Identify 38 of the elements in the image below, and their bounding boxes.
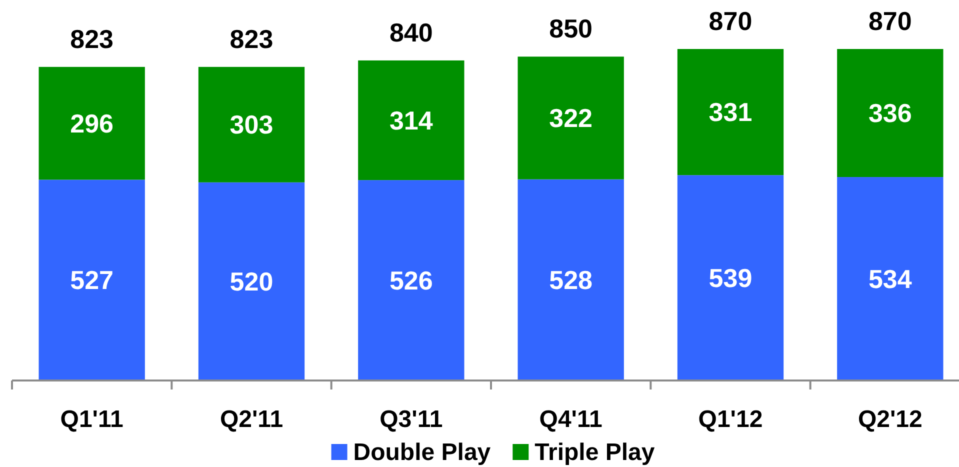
data-label: 322 <box>549 102 593 133</box>
total-label: 870 <box>868 6 912 36</box>
data-label: 296 <box>70 108 114 138</box>
data-label: 534 <box>868 264 912 294</box>
x-tick-label: Q2'12 <box>858 406 922 433</box>
x-tick-label: Q3'11 <box>380 406 443 433</box>
data-label: 526 <box>389 265 433 296</box>
data-label: 527 <box>70 265 114 296</box>
bar <box>358 180 464 380</box>
data-label: 528 <box>549 264 593 295</box>
x-tick-label: Q1'11 <box>60 406 124 433</box>
total-label: 840 <box>389 17 433 48</box>
total-label: 823 <box>70 24 114 54</box>
bar <box>837 177 944 380</box>
x-tick-label: Q1'12 <box>698 406 763 433</box>
x-tick-label: Q2'11 <box>220 406 284 433</box>
bar <box>198 182 305 380</box>
bar <box>358 60 464 180</box>
total-label: 870 <box>708 6 752 36</box>
legend-label: Triple Play <box>534 438 656 466</box>
data-label: 336 <box>868 98 912 128</box>
bar <box>38 66 145 180</box>
x-tick-label: Q4'11 <box>539 406 602 433</box>
bar <box>38 180 145 380</box>
bar <box>837 49 944 178</box>
bar <box>677 49 784 176</box>
data-label: 539 <box>708 262 752 293</box>
bar <box>518 179 624 380</box>
data-label: 331 <box>708 97 752 128</box>
data-label: 314 <box>389 105 434 136</box>
bar <box>677 175 784 380</box>
legend-label: Double Play <box>353 438 492 466</box>
bar <box>518 56 624 180</box>
total-label: 823 <box>230 24 274 54</box>
bar <box>198 66 305 182</box>
total-label: 850 <box>549 14 593 44</box>
data-label: 303 <box>230 110 274 140</box>
data-label: 520 <box>230 266 274 296</box>
